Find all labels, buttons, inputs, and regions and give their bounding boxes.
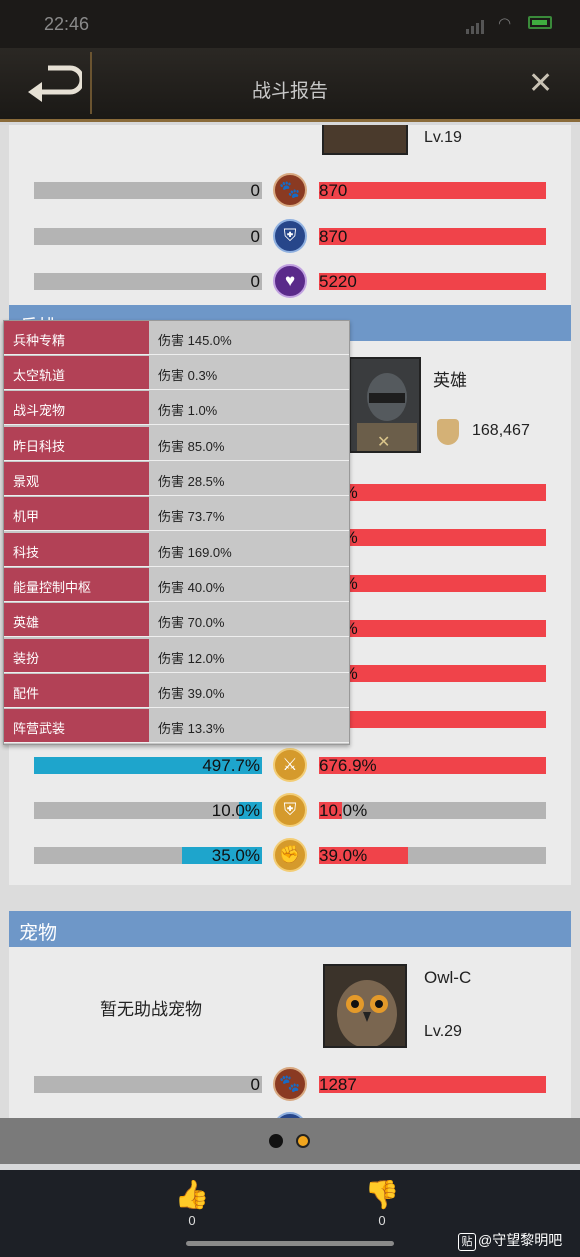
- tooltip-row: 景观 伤害 28.5%: [4, 462, 349, 496]
- enemy-avatar: [322, 125, 408, 155]
- shield-icon: ⛨: [273, 793, 307, 827]
- tooltip-row: 兵种专精 伤害 145.0%: [4, 321, 349, 355]
- left-stat-bar: 0: [34, 181, 262, 200]
- hero-label: 英雄: [433, 371, 467, 390]
- tooltip-row: 英雄 伤害 70.0%: [4, 603, 349, 637]
- thumbs-down-icon: 👎: [364, 1179, 400, 1210]
- right-stat-bar: 9.3%: [319, 483, 546, 502]
- section-header-pet: 宠物: [9, 911, 571, 947]
- right-stat-bar: 676.9%: [319, 756, 546, 775]
- right-stat-bar: 0.1%: [319, 664, 546, 683]
- status-bar: 22:46 ◠: [0, 0, 580, 48]
- left-stat-bar: 0: [34, 272, 262, 291]
- enemy-level: Lv.19: [424, 129, 462, 146]
- hero-avatar: ✕: [349, 357, 421, 453]
- crossed-swords-icon: ⚔: [273, 748, 307, 782]
- tooltip-row: 能量控制中枢 伤害 40.0%: [4, 568, 349, 602]
- left-stat-bar: 10.0%: [34, 801, 262, 820]
- pet-level: Lv.29: [424, 1023, 462, 1040]
- page-indicator: [0, 1118, 580, 1164]
- svg-text:✕: ✕: [377, 432, 390, 451]
- shield-icon: ⛨: [273, 219, 307, 253]
- tooltip-row: 配件 伤害 39.0%: [4, 674, 349, 708]
- owl-portrait-icon: [325, 966, 405, 1046]
- dislike-button[interactable]: 👎 0: [362, 1178, 402, 1228]
- tooltip-row: 昨日科技 伤害 85.0%: [4, 427, 349, 461]
- close-icon: ✕: [528, 67, 554, 100]
- bottom-bar: 👍 0 👎 0: [0, 1170, 580, 1257]
- no-pet-text: 暂无助战宠物: [100, 1000, 202, 1019]
- right-stat-bar: [319, 711, 546, 728]
- pet-name: Owl-C: [424, 968, 472, 987]
- right-stat-bar: 3.6%: [319, 528, 546, 547]
- report-content[interactable]: Lv.19 0 🐾 870 0 ⛨ 870 0 ♥ 5220 兵排 ✕ 英雄 1…: [0, 125, 580, 1120]
- battery-icon: [528, 16, 552, 29]
- paw-icon: 🐾: [273, 173, 307, 207]
- left-stat-bar: 0: [34, 1075, 262, 1094]
- tooltip-row: 机甲 伤害 73.7%: [4, 497, 349, 531]
- right-stat-bar: 6.2%: [319, 619, 546, 638]
- tieba-logo-icon: 贴: [458, 1233, 476, 1251]
- tooltip-row: 装扮 伤害 12.0%: [4, 639, 349, 673]
- paw-icon: 🐾: [273, 1067, 307, 1101]
- status-time: 22:46: [44, 14, 90, 34]
- tooltip-row: 科技 伤害 169.0%: [4, 533, 349, 567]
- page-dot-active[interactable]: [296, 1134, 310, 1148]
- right-stat-bar: 1287: [319, 1075, 546, 1094]
- power-badge-icon: [437, 419, 459, 445]
- back-button[interactable]: [10, 52, 92, 114]
- left-stat-bar: 0: [34, 227, 262, 246]
- signal-icon: [466, 16, 486, 34]
- watermark: 贴 @守望黎明吧: [458, 1230, 562, 1251]
- tooltip-row: 阵营武装 伤害 13.3%: [4, 709, 349, 743]
- left-stat-bar: 35.0%: [34, 846, 262, 865]
- wifi-icon: ◠: [498, 15, 512, 32]
- back-arrow-icon: [28, 65, 82, 102]
- right-stat-bar: 870: [319, 181, 546, 200]
- heart-pulse-icon: ♥: [273, 264, 307, 298]
- like-button[interactable]: 👍 0: [172, 1178, 212, 1228]
- page-dot[interactable]: [269, 1134, 283, 1148]
- damage-breakdown-tooltip: 兵种专精 伤害 145.0% 太空轨道 伤害 0.3% 战斗宠物 伤害 1.0% 昨日…: [3, 320, 350, 745]
- right-stat-bar: 0.5%: [319, 574, 546, 593]
- left-stat-bar: 497.7%: [34, 756, 262, 775]
- right-stat-bar: 39.0%: [319, 846, 546, 865]
- right-stat-bar: 10.0%: [319, 801, 546, 820]
- tooltip-row: 太空轨道 伤害 0.3%: [4, 356, 349, 390]
- right-stat-bar: 5220: [319, 272, 546, 291]
- hero-portrait-icon: ✕: [351, 359, 419, 451]
- tooltip-row: 战斗宠物 伤害 1.0%: [4, 391, 349, 425]
- hero-power: 168,467: [472, 422, 530, 439]
- right-stat-bar: 870: [319, 227, 546, 246]
- close-button[interactable]: ✕: [528, 66, 553, 101]
- fist-icon: ✊: [273, 838, 307, 872]
- page-title: 战斗报告: [251, 81, 328, 102]
- pet-avatar: [323, 964, 407, 1048]
- thumbs-up-icon: 👍: [174, 1179, 210, 1210]
- home-indicator[interactable]: [186, 1241, 394, 1246]
- title-bar: 战斗报告 ✕: [0, 48, 580, 122]
